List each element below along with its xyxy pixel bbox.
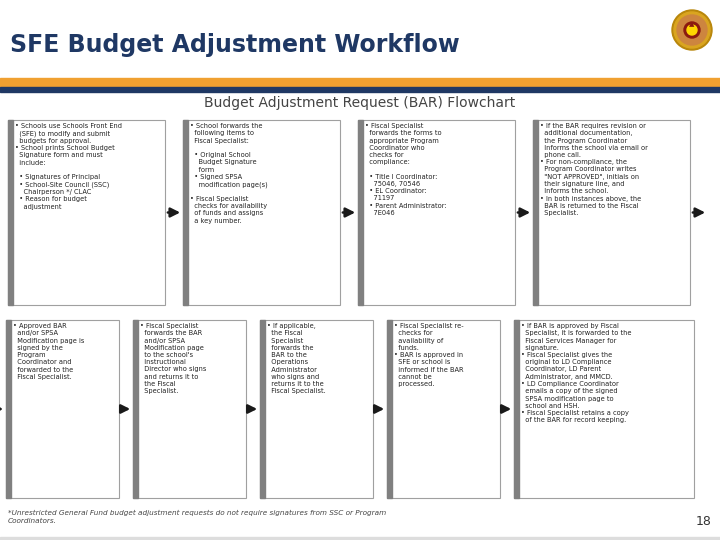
Text: SFE Budget Adjustment Workflow: SFE Budget Adjustment Workflow [10,33,460,57]
Bar [133,320,246,498]
Circle shape [677,15,707,45]
Text: ▲: ▲ [689,21,695,27]
Text: • Schools use Schools Front End
  (SFE) to modify and submit
  budgets for appro: • Schools use Schools Front End (SFE) to… [15,123,122,210]
Bar [260,320,265,498]
Bar [533,120,538,305]
Bar [183,120,188,305]
Text: • If BAR is approved by Fiscal
  Specialist, it is forwarded to the
  Fiscal Ser: • If BAR is approved by Fiscal Specialis… [521,323,631,423]
Text: Budget Adjustment Request (BAR) Flowchart: Budget Adjustment Request (BAR) Flowchar… [204,96,516,110]
Bar [133,320,138,498]
Text: • If applicable,
  the Fiscal
  Specialist
  forwards the
  BAR to the
  Operati: • If applicable, the Fiscal Specialist f… [267,323,325,394]
Circle shape [674,12,710,48]
Bar [0,87,720,92]
Bar [533,120,690,305]
Bar [6,320,11,498]
Circle shape [687,25,697,35]
Bar [183,120,340,305]
Bar [387,320,500,498]
Text: • School forwards the
  following items to
  Fiscal Specialist:

  • Original Sc: • School forwards the following items to… [190,123,268,224]
Text: • Approved BAR
  and/or SPSA
  Modification page is
  signed by the
  Program
  : • Approved BAR and/or SPSA Modification … [13,323,84,380]
Bar [8,120,165,305]
Bar [514,320,519,498]
Text: 18: 18 [696,515,712,528]
Bar [514,320,694,498]
Bar [0,78,720,87]
Text: • Fiscal Specialist
  forwards the forms to
  appropriate Program
  Coordinator : • Fiscal Specialist forwards the forms t… [365,123,446,216]
Text: • If the BAR requires revision or
  additional documentation,
  the Program Coor: • If the BAR requires revision or additi… [540,123,648,216]
Bar [0,537,720,540]
Text: *Unrestricted General Fund budget adjustment requests do not require signatures : *Unrestricted General Fund budget adjust… [8,510,386,524]
Bar [358,120,515,305]
Bar [6,320,119,498]
Circle shape [684,22,700,38]
Circle shape [672,10,712,50]
Bar [8,120,13,305]
Bar [358,120,363,305]
Bar [0,0,720,85]
Text: • Fiscal Specialist
  forwards the BAR
  and/or SPSA
  Modification page
  to th: • Fiscal Specialist forwards the BAR and… [140,323,207,394]
Bar [260,320,373,498]
Text: • Fiscal Specialist re-
  checks for
  availability of
  funds.
• BAR is approve: • Fiscal Specialist re- checks for avail… [394,323,464,387]
Bar [387,320,392,498]
